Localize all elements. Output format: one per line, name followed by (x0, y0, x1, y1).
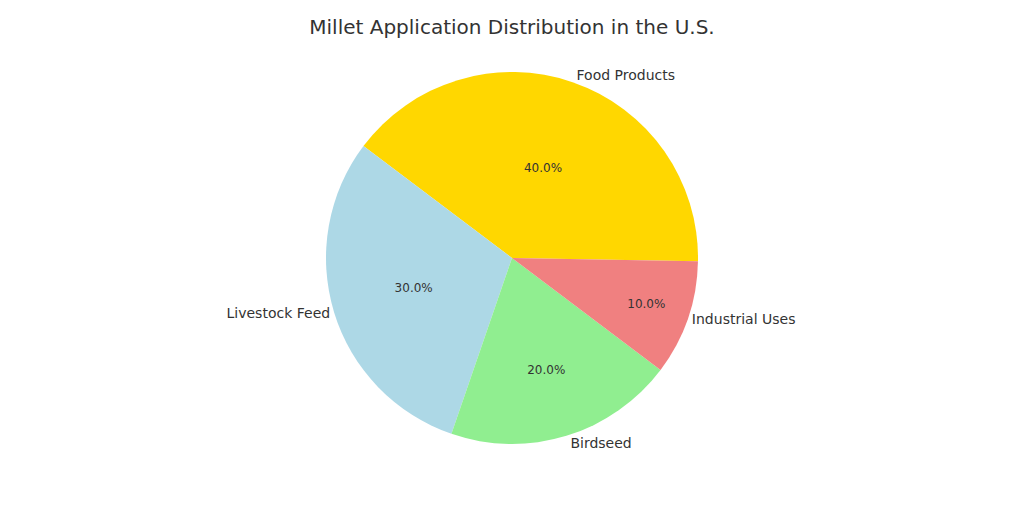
svg-text:Birdseed: Birdseed (570, 435, 631, 451)
svg-text:Millet Application Distributio: Millet Application Distribution in the U… (309, 15, 714, 39)
svg-text:Industrial Uses: Industrial Uses (692, 311, 796, 327)
svg-text:30.0%: 30.0% (395, 281, 433, 295)
svg-text:Food Products: Food Products (577, 67, 675, 83)
svg-text:10.0%: 10.0% (627, 297, 665, 311)
svg-text:40.0%: 40.0% (524, 161, 562, 175)
svg-text:Livestock Feed: Livestock Feed (227, 305, 331, 321)
svg-text:20.0%: 20.0% (527, 363, 565, 377)
